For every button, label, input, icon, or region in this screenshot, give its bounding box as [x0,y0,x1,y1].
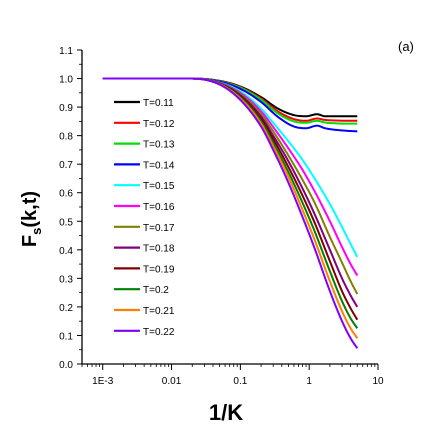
axes-layer: 0.0 0.1 0.2 0.3 0.4 0.5 0.6 0.7 0.8 0.9 1.0 1.1 1E-3… [59,46,384,387]
labels-layer: (a) 1/K Fs(k,t) [19,39,414,425]
x-tick-label: 1E-3 [92,376,114,387]
series-line [102,77,359,308]
legend-label: T=0.19 [143,264,175,275]
y-tick-label: 1.0 [59,75,73,86]
y-tick-label: 0.8 [59,132,73,143]
y-axis-title-main: F [19,235,41,247]
y-tick-label: 0.0 [59,360,73,371]
x-tick-label: 0.1 [233,376,247,387]
chart-legend: T=0.11 T=0.12 T=0.13 T=0.14 T=0.15 T=0.16 T=0.… [114,98,175,338]
series-line [102,77,359,349]
legend-label: T=0.17 [143,223,175,234]
y-tick-label: 0.4 [59,246,73,257]
x-tick-label: 0.01 [162,376,182,387]
series-line [102,77,359,258]
y-axis-title-args: (k,t) [19,191,41,228]
legend-label: T=0.15 [143,181,175,192]
y-tick-label: 0.2 [59,303,73,314]
legend-label: T=0.12 [143,119,175,130]
series-line [102,77,359,329]
legend-label: T=0.18 [143,244,175,255]
legend-label: T=0.11 [143,98,174,109]
x-tick-label: 1 [306,376,312,387]
legend-label: T=0.22 [143,327,175,338]
legend-label: T=0.16 [143,202,175,213]
y-tick-label: 0.5 [59,217,73,228]
series-line [102,77,359,277]
x-tick-label: 10 [372,376,384,387]
legend-label: T=0.14 [143,160,175,171]
x-axis-title: 1/K [209,400,243,425]
series-line [102,77,359,339]
y-tick-label: 0.6 [59,189,73,200]
panel-label: (a) [398,39,414,54]
legend-label: T=0.21 [143,306,175,317]
y-tick-label: 0.1 [59,331,73,342]
legend-label: T=0.13 [143,140,175,151]
y-tick-label: 1.1 [59,46,73,57]
y-axis-title-sub: s [29,228,44,235]
y-tick-label: 0.3 [59,274,73,285]
series-layer [102,77,359,349]
y-axis-title: Fs(k,t) [19,191,44,247]
y-tick-label: 0.9 [59,103,73,114]
y-tick-label: 0.7 [59,160,73,171]
legend-label: T=0.2 [143,285,169,296]
